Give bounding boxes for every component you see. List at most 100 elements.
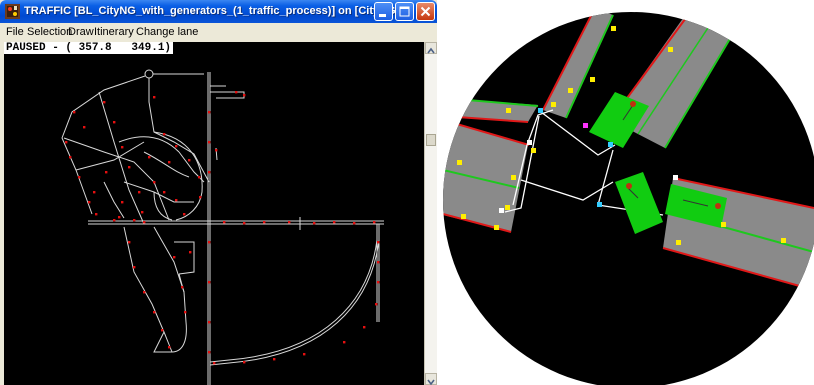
vehicle-1 bbox=[589, 92, 649, 148]
vehicle-marker bbox=[168, 161, 171, 164]
vehicle-marker bbox=[198, 176, 201, 179]
intersection-zoom-view bbox=[443, 0, 814, 385]
vehicle-marker bbox=[333, 221, 336, 224]
vehicle-marker bbox=[213, 362, 216, 365]
vertical-scrollbar[interactable] bbox=[424, 42, 437, 385]
vehicle-marker bbox=[118, 216, 121, 219]
menu-itinerary[interactable]: Itinerary bbox=[94, 26, 134, 38]
vehicle-marker bbox=[138, 191, 141, 194]
close-button[interactable] bbox=[416, 2, 435, 21]
menu-selection[interactable]: Selection bbox=[27, 26, 73, 38]
vehicle-marker bbox=[173, 256, 176, 259]
vehicle-marker bbox=[163, 133, 166, 136]
vehicle-marker bbox=[128, 166, 131, 169]
vehicle-marker bbox=[153, 96, 156, 99]
intersection-zoom-svg bbox=[443, 12, 814, 385]
maximize-icon bbox=[399, 6, 410, 17]
close-icon bbox=[420, 6, 431, 17]
vehicle-marker bbox=[78, 176, 81, 179]
vehicle-marker bbox=[93, 191, 96, 194]
vehicle-marker bbox=[273, 358, 276, 361]
vehicle-marker bbox=[148, 156, 151, 159]
vehicle-marker bbox=[363, 326, 366, 329]
vehicle-marker bbox=[208, 171, 211, 174]
vehicle-marker bbox=[303, 353, 306, 356]
menu-file[interactable]: File bbox=[6, 26, 24, 38]
scroll-down-button[interactable] bbox=[425, 373, 437, 385]
vehicle-marker bbox=[65, 141, 68, 144]
vehicle-marker bbox=[184, 311, 187, 314]
vehicle-marker bbox=[83, 126, 86, 129]
vehicle-marker bbox=[128, 241, 131, 244]
vehicle-marker bbox=[208, 321, 211, 324]
traffic-window: TRAFFIC [BL_CityNG_with_generators_(1_tr… bbox=[0, 0, 437, 385]
vehicle-marker bbox=[353, 222, 356, 225]
vehicle-marker bbox=[377, 241, 380, 244]
window-title: TRAFFIC [BL_CityNG_with_generators_(1_tr… bbox=[24, 5, 400, 17]
vehicle-marker bbox=[313, 222, 316, 225]
vehicle-marker bbox=[161, 329, 164, 332]
status-readout: PAUSED - ( 357.8 349.1) bbox=[4, 42, 174, 54]
vehicle-marker bbox=[288, 221, 291, 224]
scroll-down-arrow-icon bbox=[427, 379, 435, 385]
vehicle-marker bbox=[133, 219, 136, 222]
vehicle-marker bbox=[121, 146, 124, 149]
vehicle-marker bbox=[208, 351, 211, 354]
title-bar[interactable]: TRAFFIC [BL_CityNG_with_generators_(1_tr… bbox=[0, 0, 437, 23]
vehicle-marker bbox=[113, 121, 116, 124]
scroll-up-arrow-icon bbox=[427, 47, 435, 54]
vehicle-marker bbox=[215, 149, 218, 152]
vehicle-marker bbox=[103, 101, 106, 104]
vehicle-marker bbox=[375, 303, 378, 306]
vehicle-marker bbox=[188, 159, 191, 162]
scroll-up-button[interactable] bbox=[425, 42, 437, 54]
vehicle-marker bbox=[113, 219, 116, 222]
vehicle-marker bbox=[223, 221, 226, 224]
vehicle-marker bbox=[105, 171, 108, 174]
vehicle-marker bbox=[121, 201, 124, 204]
vehicle-3 bbox=[665, 184, 727, 228]
minimize-icon bbox=[379, 14, 386, 17]
map-canvas[interactable] bbox=[4, 42, 424, 385]
vehicle-marker bbox=[95, 213, 98, 216]
vehicle-marker bbox=[175, 199, 178, 202]
menu-draw[interactable]: Draw bbox=[68, 26, 94, 38]
vehicle-marker bbox=[175, 145, 178, 148]
vehicle-marker bbox=[243, 361, 246, 364]
vehicle-marker bbox=[69, 156, 72, 159]
vehicle-marker bbox=[377, 281, 380, 284]
vehicle-marker bbox=[153, 311, 156, 314]
vehicle-marker bbox=[343, 341, 346, 344]
vehicle-2 bbox=[615, 172, 663, 234]
vehicle-marker bbox=[73, 111, 76, 114]
minimize-button[interactable] bbox=[374, 2, 393, 21]
road-network-map bbox=[61, 69, 384, 385]
vehicle-marker bbox=[199, 196, 202, 199]
menu-change-lane[interactable]: Change lane bbox=[136, 26, 199, 38]
menu-bar: File Selection Draw Itinerary Change lan… bbox=[0, 23, 437, 42]
vehicle-marker bbox=[88, 201, 91, 204]
vehicle-marker bbox=[189, 251, 192, 254]
vehicle-marker bbox=[208, 141, 211, 144]
vehicle-marker bbox=[141, 211, 144, 214]
maximize-button[interactable] bbox=[395, 2, 414, 21]
vehicle-marker bbox=[181, 286, 184, 289]
vehicle-marker bbox=[377, 261, 380, 264]
scroll-thumb[interactable] bbox=[426, 134, 436, 146]
vehicle-marker bbox=[208, 111, 211, 114]
vehicle-marker bbox=[235, 91, 238, 94]
vehicle-marker bbox=[133, 266, 136, 269]
vehicle-marker bbox=[163, 191, 166, 194]
vehicle-marker bbox=[153, 181, 156, 184]
vehicle-marker bbox=[143, 221, 146, 224]
vehicle-marker bbox=[373, 221, 376, 224]
vehicle-marker bbox=[183, 213, 186, 216]
traffic-light-icon bbox=[5, 4, 20, 19]
vehicle-marker bbox=[263, 221, 266, 224]
vehicle-marker bbox=[243, 222, 246, 225]
vehicle-marker bbox=[208, 241, 211, 244]
vehicle-marker bbox=[143, 291, 146, 294]
vehicle-marker bbox=[243, 94, 246, 97]
vehicle-marker bbox=[208, 281, 211, 284]
vehicle-marker bbox=[168, 346, 171, 349]
